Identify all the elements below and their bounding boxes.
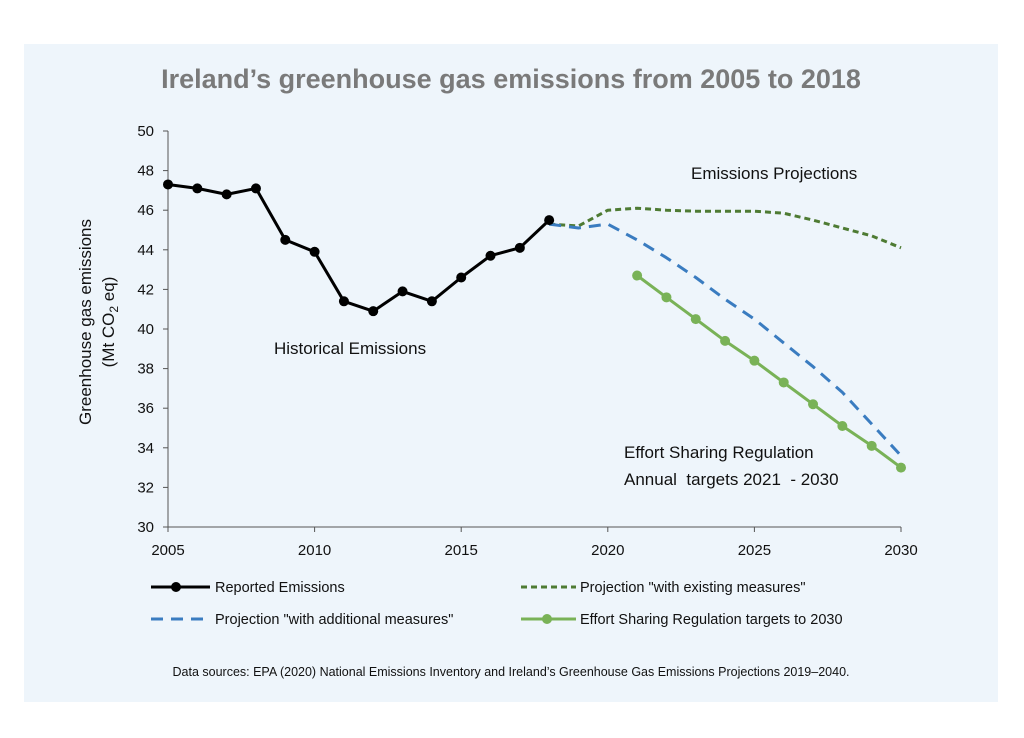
series-3-point — [749, 355, 760, 366]
series-0-point — [338, 296, 349, 307]
y-tick-label: 50 — [137, 123, 154, 140]
y-tick-label: 34 — [137, 440, 154, 457]
series-0-point — [426, 296, 437, 307]
legend-label-additional: Projection "with additional measures" — [215, 612, 453, 628]
y-tick-label: 40 — [137, 321, 154, 338]
y-tick-label: 30 — [137, 519, 154, 536]
series-0-point — [456, 272, 467, 283]
series-3-point — [690, 314, 701, 325]
series-3-point — [866, 440, 877, 451]
legend-item-existing: Projection "with existing measures" — [521, 580, 805, 596]
series-3-point — [661, 292, 672, 303]
series-0-point — [163, 179, 173, 190]
series-0-point — [485, 250, 496, 261]
series-line-1 — [549, 206, 902, 250]
series-3-point — [632, 270, 643, 281]
legend-label-reported: Reported Emissions — [215, 580, 345, 596]
legend-item-reported: Reported Emissions — [151, 580, 345, 596]
y-axis-unit: (Mt CO2 eq) — [99, 277, 121, 368]
chart-panel: Ireland’s greenhouse gas emissions from … — [24, 44, 998, 702]
y-tick-label: 48 — [137, 163, 154, 180]
y-tick-label: 38 — [137, 361, 154, 378]
annotation-esr-line2: Annual targets 2021 - 2030 — [624, 470, 839, 489]
x-tick-label: 2025 — [738, 542, 771, 559]
annotation-projections: Emissions Projections — [691, 164, 857, 183]
x-tick-labels: 2005 2010 2015 2020 2025 2030 — [151, 527, 918, 559]
series-3-point — [837, 421, 848, 432]
series-3-point — [778, 377, 789, 388]
legend: Reported Emissions Projection "with exis… — [151, 580, 843, 628]
data-source-note: Data sources: EPA (2020) National Emissi… — [173, 665, 850, 679]
series-3-point — [720, 335, 731, 346]
y-tick-label: 32 — [137, 479, 154, 496]
legend-label-esr: Effort Sharing Regulation targets to 203… — [580, 612, 843, 628]
y-tick-label: 42 — [137, 281, 154, 298]
y-tick-label: 46 — [137, 202, 154, 219]
series-0-point — [368, 306, 379, 317]
series-layer — [163, 179, 906, 473]
series-line-0 — [167, 183, 551, 313]
series-0-point — [544, 215, 555, 226]
series-0-point — [221, 189, 232, 200]
y-tick-label: 36 — [137, 400, 154, 417]
series-line-3 — [636, 274, 902, 469]
annotation-esr-line1: Effort Sharing Regulation — [624, 443, 814, 462]
x-tick-label: 2010 — [298, 542, 331, 559]
series-3-point — [896, 462, 906, 473]
legend-item-additional: Projection "with additional measures" — [151, 612, 453, 628]
series-line-2 — [549, 222, 903, 457]
x-tick-label: 2020 — [591, 542, 624, 559]
y-tick-labels: 30 32 34 36 38 40 42 44 46 48 50 — [137, 123, 168, 536]
chart-title: Ireland’s greenhouse gas emissions from … — [161, 64, 861, 94]
x-tick-label: 2005 — [151, 542, 184, 559]
legend-label-existing: Projection "with existing measures" — [580, 580, 805, 596]
series-0-point — [309, 246, 320, 257]
y-tick-label: 44 — [137, 242, 154, 259]
series-0-point — [397, 286, 408, 297]
series-0-point — [514, 242, 525, 253]
x-tick-label: 2030 — [884, 542, 917, 559]
series-0-point — [280, 234, 291, 245]
series-3-point — [808, 399, 819, 410]
legend-item-esr: Effort Sharing Regulation targets to 203… — [521, 612, 843, 628]
x-tick-label: 2015 — [445, 542, 478, 559]
series-0-point — [192, 183, 203, 194]
emissions-chart: Ireland’s greenhouse gas emissions from … — [76, 64, 918, 679]
series-0-point — [250, 183, 261, 194]
axes — [167, 131, 901, 528]
annotation-historical: Historical Emissions — [274, 339, 426, 358]
y-axis-label: Greenhouse gas emissions — [76, 219, 95, 425]
